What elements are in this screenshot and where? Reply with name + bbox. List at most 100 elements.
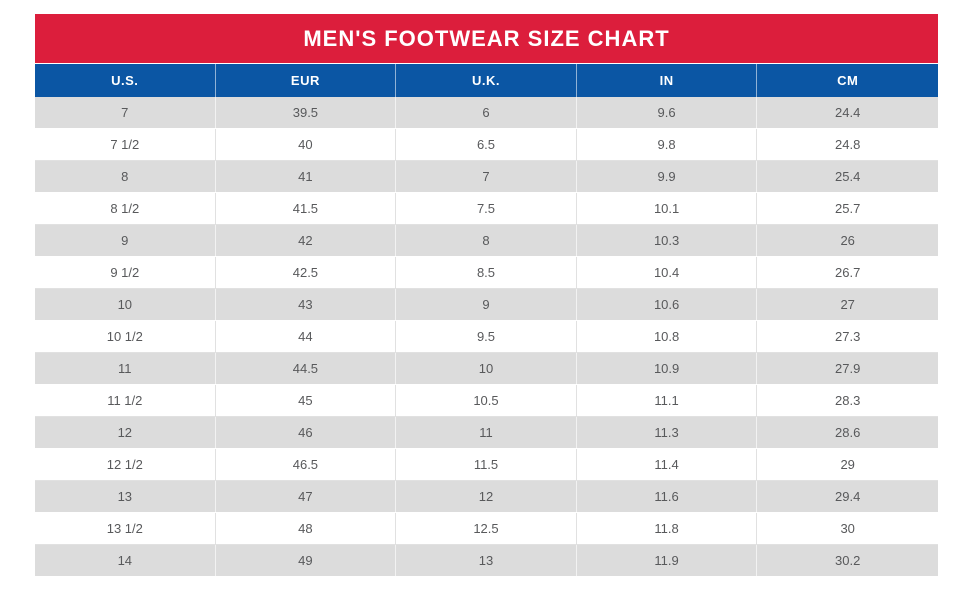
table-cell: 29.4 <box>835 489 861 504</box>
table-cell: 7 <box>396 161 577 192</box>
table-row: 13 1/2 48 12.5 11.8 30 <box>35 513 938 545</box>
size-chart: MEN'S FOOTWEAR SIZE CHART U.S. EUR U.K. … <box>35 14 938 577</box>
table-cell: 45 <box>216 385 397 416</box>
table-row: 11 44.5 10 10.9 27.9 <box>35 353 938 385</box>
table-cell: 42.5 <box>216 257 397 288</box>
column-header-us: U.S. <box>35 64 216 97</box>
table-cell: 29 <box>840 457 855 472</box>
table-cell: 44 <box>216 321 397 352</box>
table-row: 14 49 13 11.9 30.2 <box>35 545 938 577</box>
table-cell: 9 <box>396 289 577 320</box>
table-cell: 27.9 <box>835 361 861 376</box>
table-header-row: U.S. EUR U.K. IN CM <box>35 64 938 97</box>
column-header-uk: U.K. <box>396 64 577 97</box>
table-cell: 46.5 <box>216 449 397 480</box>
table-row: 9 1/2 42.5 8.5 10.4 26.7 <box>35 257 938 289</box>
table-row: 12 1/2 46.5 11.5 11.4 29 <box>35 449 938 481</box>
table-cell: 26.7 <box>835 265 861 280</box>
table-cell: 6 <box>396 97 577 128</box>
table-cell: 10.8 <box>577 321 758 352</box>
table-cell: 42 <box>216 225 397 256</box>
table-cell: 8 <box>35 161 216 192</box>
table-cell: 7.5 <box>396 193 577 224</box>
table-cell: 12 <box>35 417 216 448</box>
table-cell: 28.3 <box>835 393 861 408</box>
size-table-body: 7 39.5 6 9.6 24.4 7 1/2 40 6.5 9.8 24.8 8 41 7 9.9 25.… <box>35 97 938 577</box>
table-cell: 48 <box>216 513 397 544</box>
table-cell: 24.8 <box>835 137 861 152</box>
table-cell: 13 1/2 <box>35 513 216 544</box>
table-cell: 11.1 <box>577 385 758 416</box>
table-cell: 12 1/2 <box>35 449 216 480</box>
table-row: 7 39.5 6 9.6 24.4 <box>35 97 938 129</box>
table-cell: 8 <box>396 225 577 256</box>
table-cell: 11.6 <box>577 481 758 512</box>
table-cell: 11.4 <box>577 449 758 480</box>
table-cell: 46 <box>216 417 397 448</box>
table-cell: 8 1/2 <box>35 193 216 224</box>
table-cell: 10.6 <box>577 289 758 320</box>
table-row: 9 42 8 10.3 26 <box>35 225 938 257</box>
table-cell: 9.6 <box>577 97 758 128</box>
table-cell: 10 <box>35 289 216 320</box>
column-header-in: IN <box>577 64 758 97</box>
table-cell: 9 1/2 <box>35 257 216 288</box>
table-cell: 47 <box>216 481 397 512</box>
table-cell: 10 <box>396 353 577 384</box>
table-cell: 9.5 <box>396 321 577 352</box>
table-cell: 40 <box>216 129 397 160</box>
table-cell: 13 <box>35 481 216 512</box>
table-cell: 24.4 <box>835 105 861 120</box>
table-cell: 12 <box>396 481 577 512</box>
table-row: 11 1/2 45 10.5 11.1 28.3 <box>35 385 938 417</box>
table-cell: 44.5 <box>216 353 397 384</box>
table-cell: 41 <box>216 161 397 192</box>
table-cell: 11 1/2 <box>35 385 216 416</box>
table-cell: 26 <box>840 233 855 248</box>
table-cell: 9.8 <box>577 129 758 160</box>
table-cell: 11.3 <box>577 417 758 448</box>
table-cell: 10 1/2 <box>35 321 216 352</box>
table-cell: 8.5 <box>396 257 577 288</box>
table-cell: 41.5 <box>216 193 397 224</box>
table-row: 12 46 11 11.3 28.6 <box>35 417 938 449</box>
table-cell: 6.5 <box>396 129 577 160</box>
table-cell: 7 <box>35 97 216 128</box>
table-cell: 43 <box>216 289 397 320</box>
column-header-cm: CM <box>837 73 859 88</box>
table-cell: 9.9 <box>577 161 758 192</box>
table-row: 13 47 12 11.6 29.4 <box>35 481 938 513</box>
chart-title: MEN'S FOOTWEAR SIZE CHART <box>303 25 670 51</box>
table-row: 10 1/2 44 9.5 10.8 27.3 <box>35 321 938 353</box>
table-row: 7 1/2 40 6.5 9.8 24.8 <box>35 129 938 161</box>
table-row: 8 1/2 41.5 7.5 10.1 25.7 <box>35 193 938 225</box>
table-cell: 14 <box>35 545 216 576</box>
table-cell: 9 <box>35 225 216 256</box>
chart-title-bar: MEN'S FOOTWEAR SIZE CHART <box>35 14 938 63</box>
column-header-eur: EUR <box>216 64 397 97</box>
table-cell: 30.2 <box>835 553 861 568</box>
table-cell: 11 <box>35 353 216 384</box>
table-cell: 10.4 <box>577 257 758 288</box>
table-cell: 28.6 <box>835 425 861 440</box>
table-cell: 25.4 <box>835 169 861 184</box>
table-row: 8 41 7 9.9 25.4 <box>35 161 938 193</box>
table-cell: 11.8 <box>577 513 758 544</box>
table-cell: 10.3 <box>577 225 758 256</box>
table-cell: 25.7 <box>835 201 861 216</box>
table-cell: 27 <box>840 297 855 312</box>
table-cell: 10.1 <box>577 193 758 224</box>
table-cell: 27.3 <box>835 329 861 344</box>
table-row: 10 43 9 10.6 27 <box>35 289 938 321</box>
table-cell: 11.9 <box>577 545 758 576</box>
table-cell: 39.5 <box>216 97 397 128</box>
table-cell: 10.9 <box>577 353 758 384</box>
table-cell: 13 <box>396 545 577 576</box>
table-cell: 11 <box>396 417 577 448</box>
table-cell: 30 <box>840 521 855 536</box>
table-cell: 11.5 <box>396 449 577 480</box>
table-cell: 12.5 <box>396 513 577 544</box>
table-cell: 10.5 <box>396 385 577 416</box>
table-cell: 7 1/2 <box>35 129 216 160</box>
table-cell: 49 <box>216 545 397 576</box>
